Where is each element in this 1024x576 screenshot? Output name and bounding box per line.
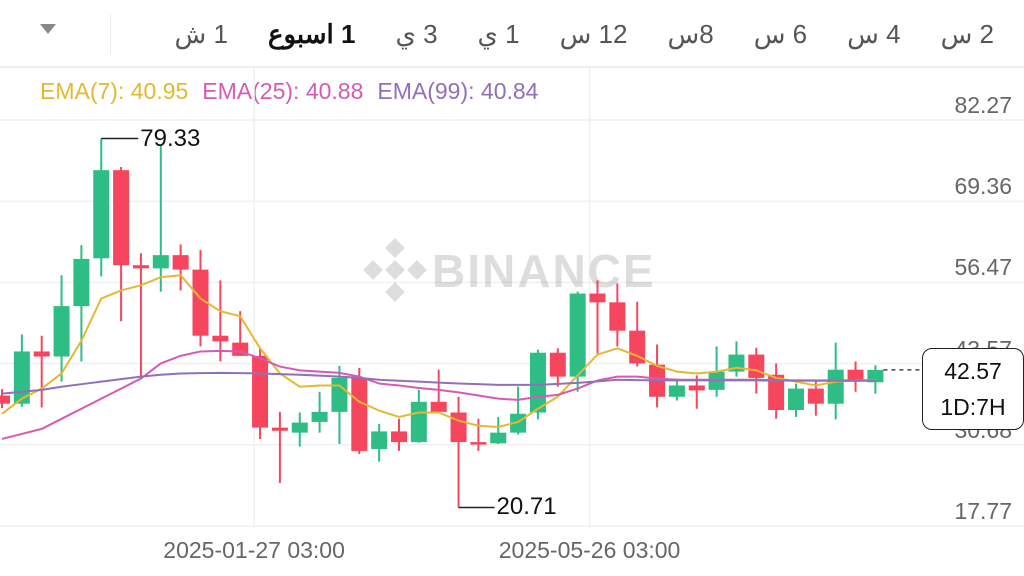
tab-timeframe[interactable]: 6 س bbox=[753, 18, 808, 49]
price-tick-label: 56.47 bbox=[954, 254, 1012, 281]
tab-timeframe[interactable]: 4 س bbox=[847, 18, 901, 49]
candle-body-up bbox=[291, 422, 308, 433]
more-timeframes-dropdown-icon[interactable] bbox=[40, 24, 56, 34]
candle-body-down bbox=[688, 385, 705, 391]
current-price: 42.57 bbox=[944, 358, 1002, 384]
tab-timeframe[interactable]: 1 ي bbox=[477, 18, 520, 49]
candle-body-down bbox=[470, 442, 487, 445]
logo-diamond bbox=[385, 260, 405, 280]
price-tick-label: 17.77 bbox=[954, 498, 1012, 524]
price-tick-label: 82.27 bbox=[954, 92, 1012, 118]
candle-body-down bbox=[807, 388, 824, 404]
candle-body-up bbox=[490, 432, 507, 444]
candle-body-down bbox=[450, 412, 467, 443]
candle-body-down bbox=[748, 354, 765, 378]
watermark-text: BINANCE bbox=[432, 245, 656, 297]
candle-body-down bbox=[132, 265, 149, 269]
tab-timeframe[interactable]: 12 س bbox=[559, 18, 628, 49]
candle-body-up bbox=[93, 170, 110, 259]
low-price-label: 20.71 bbox=[496, 493, 557, 521]
tab-timeframe[interactable]: 8س bbox=[667, 18, 714, 49]
high-price-label: 79.33 bbox=[140, 124, 201, 152]
timeframe-tabs: 2 س 4 س 6 س 8س 12 س 1 ي 3 ي 1 اسبوع 1 ش bbox=[175, 14, 994, 54]
candle-body-up bbox=[53, 306, 70, 357]
candle-body-up bbox=[529, 352, 546, 413]
candle-body-down bbox=[172, 255, 189, 270]
tab-timeframe[interactable]: 1 ش bbox=[174, 18, 228, 49]
timeframe-bar: 2 س 4 س 6 س 8س 12 س 1 ي 3 ي 1 اسبوع 1 ش bbox=[0, 0, 1024, 68]
candle-body-down bbox=[33, 351, 50, 357]
current-price-box: 42.57 1D:7H bbox=[922, 348, 1024, 430]
ema7-label: EMA(7): 40.95 bbox=[40, 78, 189, 104]
candle-body-up bbox=[569, 293, 586, 377]
candle-body-down bbox=[0, 395, 10, 404]
candle-body-up bbox=[311, 411, 328, 422]
tab-timeframe[interactable]: 3 ي bbox=[395, 18, 438, 49]
logo-diamond bbox=[363, 260, 383, 280]
candle-body-down bbox=[609, 302, 626, 331]
logo-diamond bbox=[385, 238, 405, 258]
logo-diamond bbox=[385, 282, 405, 302]
ema-line-7 bbox=[1, 274, 876, 428]
candle-body-down bbox=[768, 374, 785, 410]
tab-timeframe[interactable]: 1 اسبوع bbox=[267, 18, 356, 49]
candle-countdown: 1D:7H bbox=[940, 394, 1006, 420]
candle-body-down bbox=[589, 293, 606, 303]
ema-line-99 bbox=[1, 371, 876, 395]
candle-body-up bbox=[371, 431, 388, 450]
candle-body-up bbox=[827, 369, 844, 404]
candle-body-down bbox=[351, 378, 368, 451]
candle-body-down bbox=[113, 170, 130, 266]
binance-logo-watermark: BINANCE bbox=[363, 238, 656, 302]
divider bbox=[110, 14, 111, 54]
candle-body-up bbox=[73, 258, 90, 307]
candle-body-down bbox=[212, 335, 229, 342]
date-tick-label: 2025-01-27 03:00 bbox=[163, 537, 345, 563]
ema99-label: EMA(99): 40.84 bbox=[377, 78, 539, 104]
candle-body-up bbox=[788, 388, 804, 410]
candle-body-down bbox=[847, 369, 864, 382]
candle-body-down bbox=[271, 427, 288, 431]
ema25-label: EMA(25): 40.88 bbox=[202, 78, 364, 104]
candle-body-down bbox=[391, 431, 407, 443]
candle-body-down bbox=[430, 401, 447, 412]
tab-timeframe[interactable]: 2 س bbox=[940, 18, 994, 49]
ema-legend: EMA(7): 40.95 EMA(25): 40.88 EMA(99): 40… bbox=[40, 78, 538, 105]
price-tick-label: 69.36 bbox=[954, 173, 1012, 200]
candle-body-up bbox=[331, 377, 348, 412]
candle-body-up bbox=[668, 385, 685, 397]
logo-diamond bbox=[407, 260, 427, 280]
candle-body-down bbox=[192, 269, 209, 336]
candle-body-down bbox=[252, 355, 269, 428]
candle-body-up bbox=[152, 255, 169, 269]
candle-body-up bbox=[410, 401, 427, 443]
candle-body-down bbox=[549, 352, 566, 377]
date-tick-label: 2025-05-26 03:00 bbox=[498, 537, 681, 563]
